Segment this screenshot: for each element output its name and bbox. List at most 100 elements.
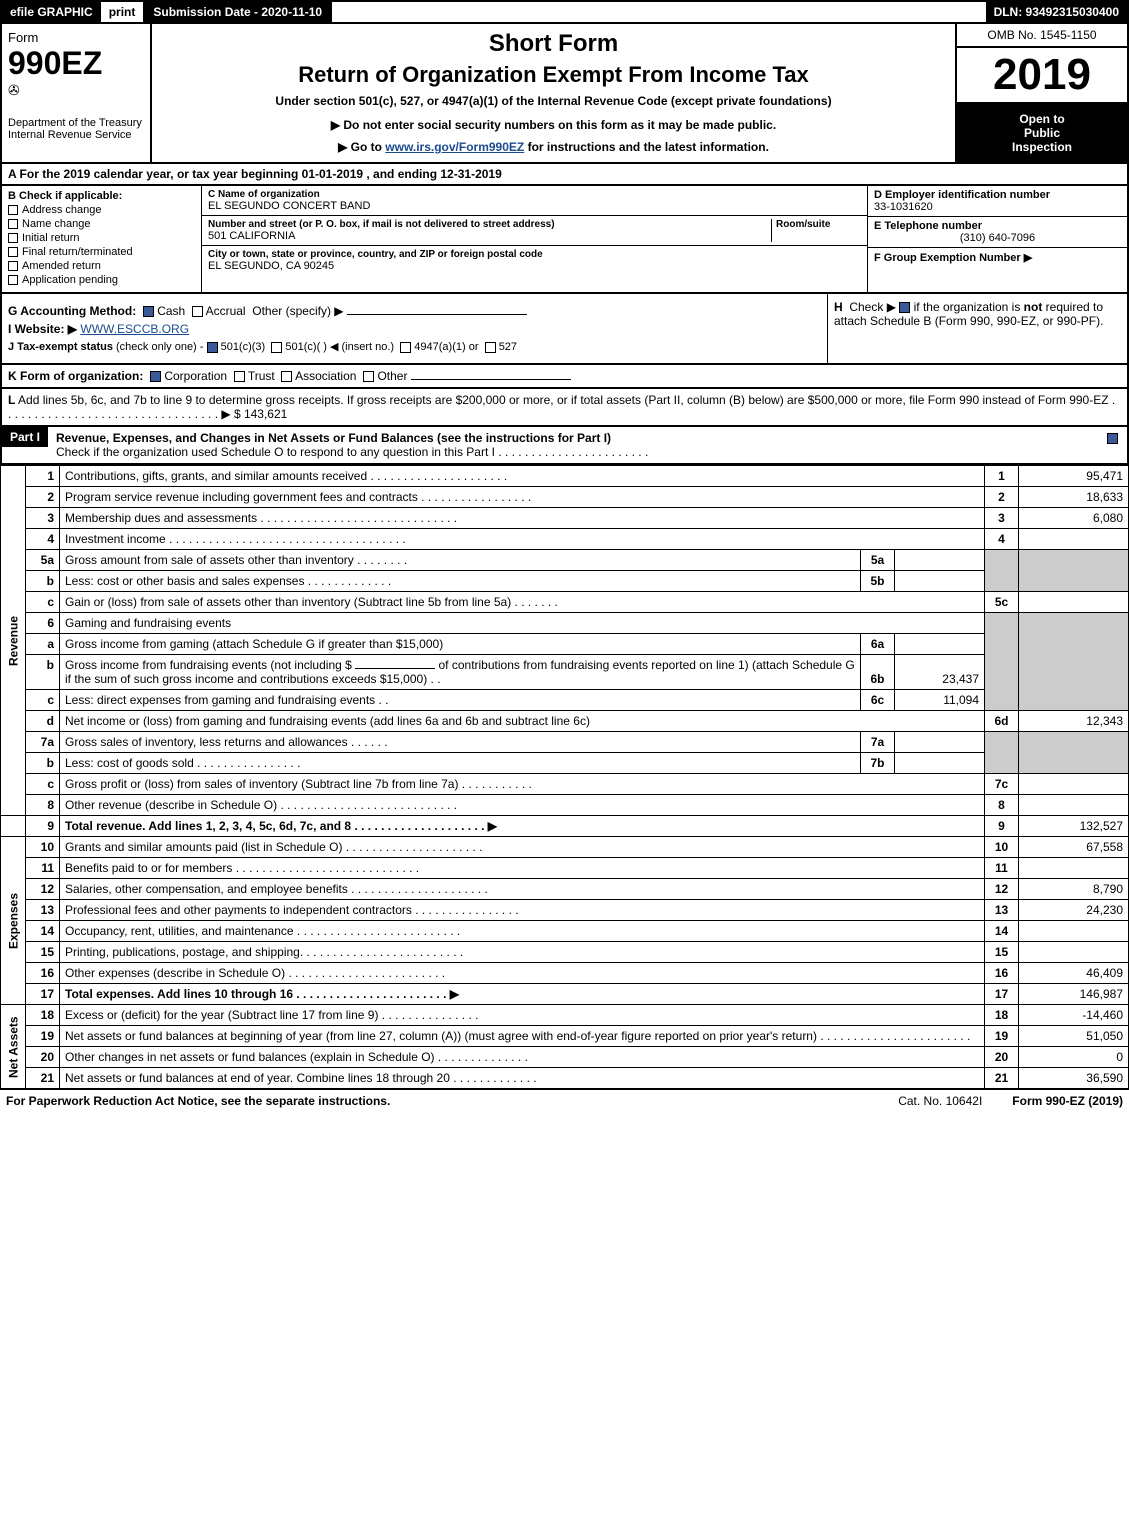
j-checkonly: (check only one) -: [116, 341, 203, 353]
sub-6a: 6a: [861, 634, 895, 655]
ln-7a: 7a: [26, 732, 60, 753]
amt-6d: 12,343: [1019, 711, 1129, 732]
opt-name-change: Name change: [22, 218, 91, 230]
irs: Internal Revenue Service: [8, 129, 144, 141]
ln-14: 14: [26, 921, 60, 942]
ln-8: 8: [26, 795, 60, 816]
subamt-5b: [895, 571, 985, 592]
desc-6a: Gross income from gaming (attach Schedul…: [60, 634, 861, 655]
ghij-block: G Accounting Method: Cash Accrual Other …: [0, 294, 1129, 365]
subamt-7b: [895, 753, 985, 774]
goto-pre: ▶ Go to: [338, 140, 385, 154]
ln-6b: b: [26, 655, 60, 690]
chk-other[interactable]: [363, 371, 374, 382]
f-label: F Group Exemption Number ▶: [874, 251, 1121, 264]
chk-final-return[interactable]: [8, 247, 18, 257]
opt-final-return: Final return/terminated: [22, 246, 133, 258]
open2: Public: [961, 126, 1123, 140]
e-label: E Telephone number: [874, 220, 1121, 232]
chk-501c[interactable]: [271, 342, 282, 353]
chk-application-pending[interactable]: [8, 275, 18, 285]
chk-accrual[interactable]: [192, 306, 203, 317]
opt-other-specify: Other (specify) ▶: [252, 304, 343, 318]
desc-7c: Gross profit or (loss) from sales of inv…: [60, 774, 985, 795]
k-label: K Form of organization:: [8, 369, 143, 383]
desc-19: Net assets or fund balances at beginning…: [60, 1026, 985, 1047]
k-other-blank[interactable]: [411, 379, 571, 380]
chk-assoc[interactable]: [281, 371, 292, 382]
k-line: K Form of organization: Corporation Trus…: [0, 365, 1129, 389]
chk-4947[interactable]: [400, 342, 411, 353]
chk-h[interactable]: [899, 302, 910, 313]
chk-initial-return[interactable]: [8, 233, 18, 243]
shade-5ab-amt: [1019, 550, 1129, 592]
shade-7ab: [985, 732, 1019, 774]
ein: 33-1031620: [874, 201, 1121, 213]
efile-graphic-button[interactable]: efile GRAPHIC: [2, 2, 101, 22]
subamt-7a: [895, 732, 985, 753]
ln-15: 15: [26, 942, 60, 963]
website-link[interactable]: WWW.ESCCB.ORG: [80, 322, 189, 336]
line-19: 19 Net assets or fund balances at beginn…: [1, 1026, 1129, 1047]
print-button[interactable]: print: [101, 2, 146, 22]
opt-cash: Cash: [157, 304, 185, 318]
sub-6c: 6c: [861, 690, 895, 711]
line-1: Revenue 1 Contributions, gifts, grants, …: [1, 466, 1129, 487]
desc-11: Benefits paid to or for members . . . . …: [60, 858, 985, 879]
footer-right: Form 990-EZ (2019): [1012, 1094, 1123, 1108]
chk-address-change[interactable]: [8, 205, 18, 215]
line-7b: b Less: cost of goods sold . . . . . . .…: [1, 753, 1129, 774]
shade-7ab-amt: [1019, 732, 1129, 774]
blank-6b[interactable]: [355, 668, 435, 669]
shade-5ab: [985, 550, 1019, 592]
goto-line: ▶ Go to www.irs.gov/Form990EZ for instru…: [162, 140, 945, 154]
j-line: J Tax-exempt status (check only one) - 5…: [8, 340, 821, 353]
line-20: 20 Other changes in net assets or fund b…: [1, 1047, 1129, 1068]
g-other-blank[interactable]: [347, 314, 527, 315]
l-label: L: [8, 393, 15, 407]
desc-17-b: Total expenses. Add lines 10 through 16 …: [65, 987, 459, 1001]
line-10: Expenses 10 Grants and similar amounts p…: [1, 837, 1129, 858]
opt-501c: 501(c)( ) ◀ (insert no.): [285, 341, 394, 353]
chk-527[interactable]: [485, 342, 496, 353]
num-1: 1: [985, 466, 1019, 487]
amt-19: 51,050: [1019, 1026, 1129, 1047]
line-5c: c Gain or (loss) from sale of assets oth…: [1, 592, 1129, 613]
ln-18: 18: [26, 1005, 60, 1026]
opt-501c3: 501(c)(3): [221, 341, 266, 353]
desc-5b: Less: cost or other basis and sales expe…: [60, 571, 861, 592]
desc-6: Gaming and fundraising events: [60, 613, 985, 634]
row-a-period: A For the 2019 calendar year, or tax yea…: [0, 164, 1129, 186]
num-9: 9: [985, 816, 1019, 837]
l-text: Add lines 5b, 6c, and 7b to line 9 to de…: [8, 393, 1115, 421]
chk-amended-return[interactable]: [8, 261, 18, 271]
l-line: L Add lines 5b, 6c, and 7b to line 9 to …: [0, 389, 1129, 427]
line-18: Net Assets 18 Excess or (deficit) for th…: [1, 1005, 1129, 1026]
desc-2: Program service revenue including govern…: [60, 487, 985, 508]
amt-9: 132,527: [1019, 816, 1129, 837]
box-c: C Name of organization EL SEGUNDO CONCER…: [202, 186, 867, 292]
goto-link[interactable]: www.irs.gov/Form990EZ: [385, 140, 524, 154]
ln-12: 12: [26, 879, 60, 900]
line-16: 16 Other expenses (describe in Schedule …: [1, 963, 1129, 984]
ln-5b: b: [26, 571, 60, 592]
ln-9: 9: [26, 816, 60, 837]
line-15: 15 Printing, publications, postage, and …: [1, 942, 1129, 963]
chk-trust[interactable]: [234, 371, 245, 382]
chk-part1-scheduleo[interactable]: [1107, 433, 1118, 444]
chk-name-change[interactable]: [8, 219, 18, 229]
tax-year: 2019: [957, 48, 1127, 104]
part1-check-text: Check if the organization used Schedule …: [56, 445, 648, 459]
desc-9-b: Total revenue. Add lines 1, 2, 3, 4, 5c,…: [65, 819, 497, 833]
ln-11: 11: [26, 858, 60, 879]
chk-cash[interactable]: [143, 306, 154, 317]
num-3: 3: [985, 508, 1019, 529]
ln-1: 1: [26, 466, 60, 487]
desc-3: Membership dues and assessments . . . . …: [60, 508, 985, 529]
org-name: EL SEGUNDO CONCERT BAND: [208, 200, 861, 212]
part1-title: Revenue, Expenses, and Changes in Net As…: [56, 431, 611, 445]
submission-date: Submission Date - 2020-11-10: [145, 2, 332, 22]
amt-18: -14,460: [1019, 1005, 1129, 1026]
chk-corp[interactable]: [150, 371, 161, 382]
chk-501c3[interactable]: [207, 342, 218, 353]
